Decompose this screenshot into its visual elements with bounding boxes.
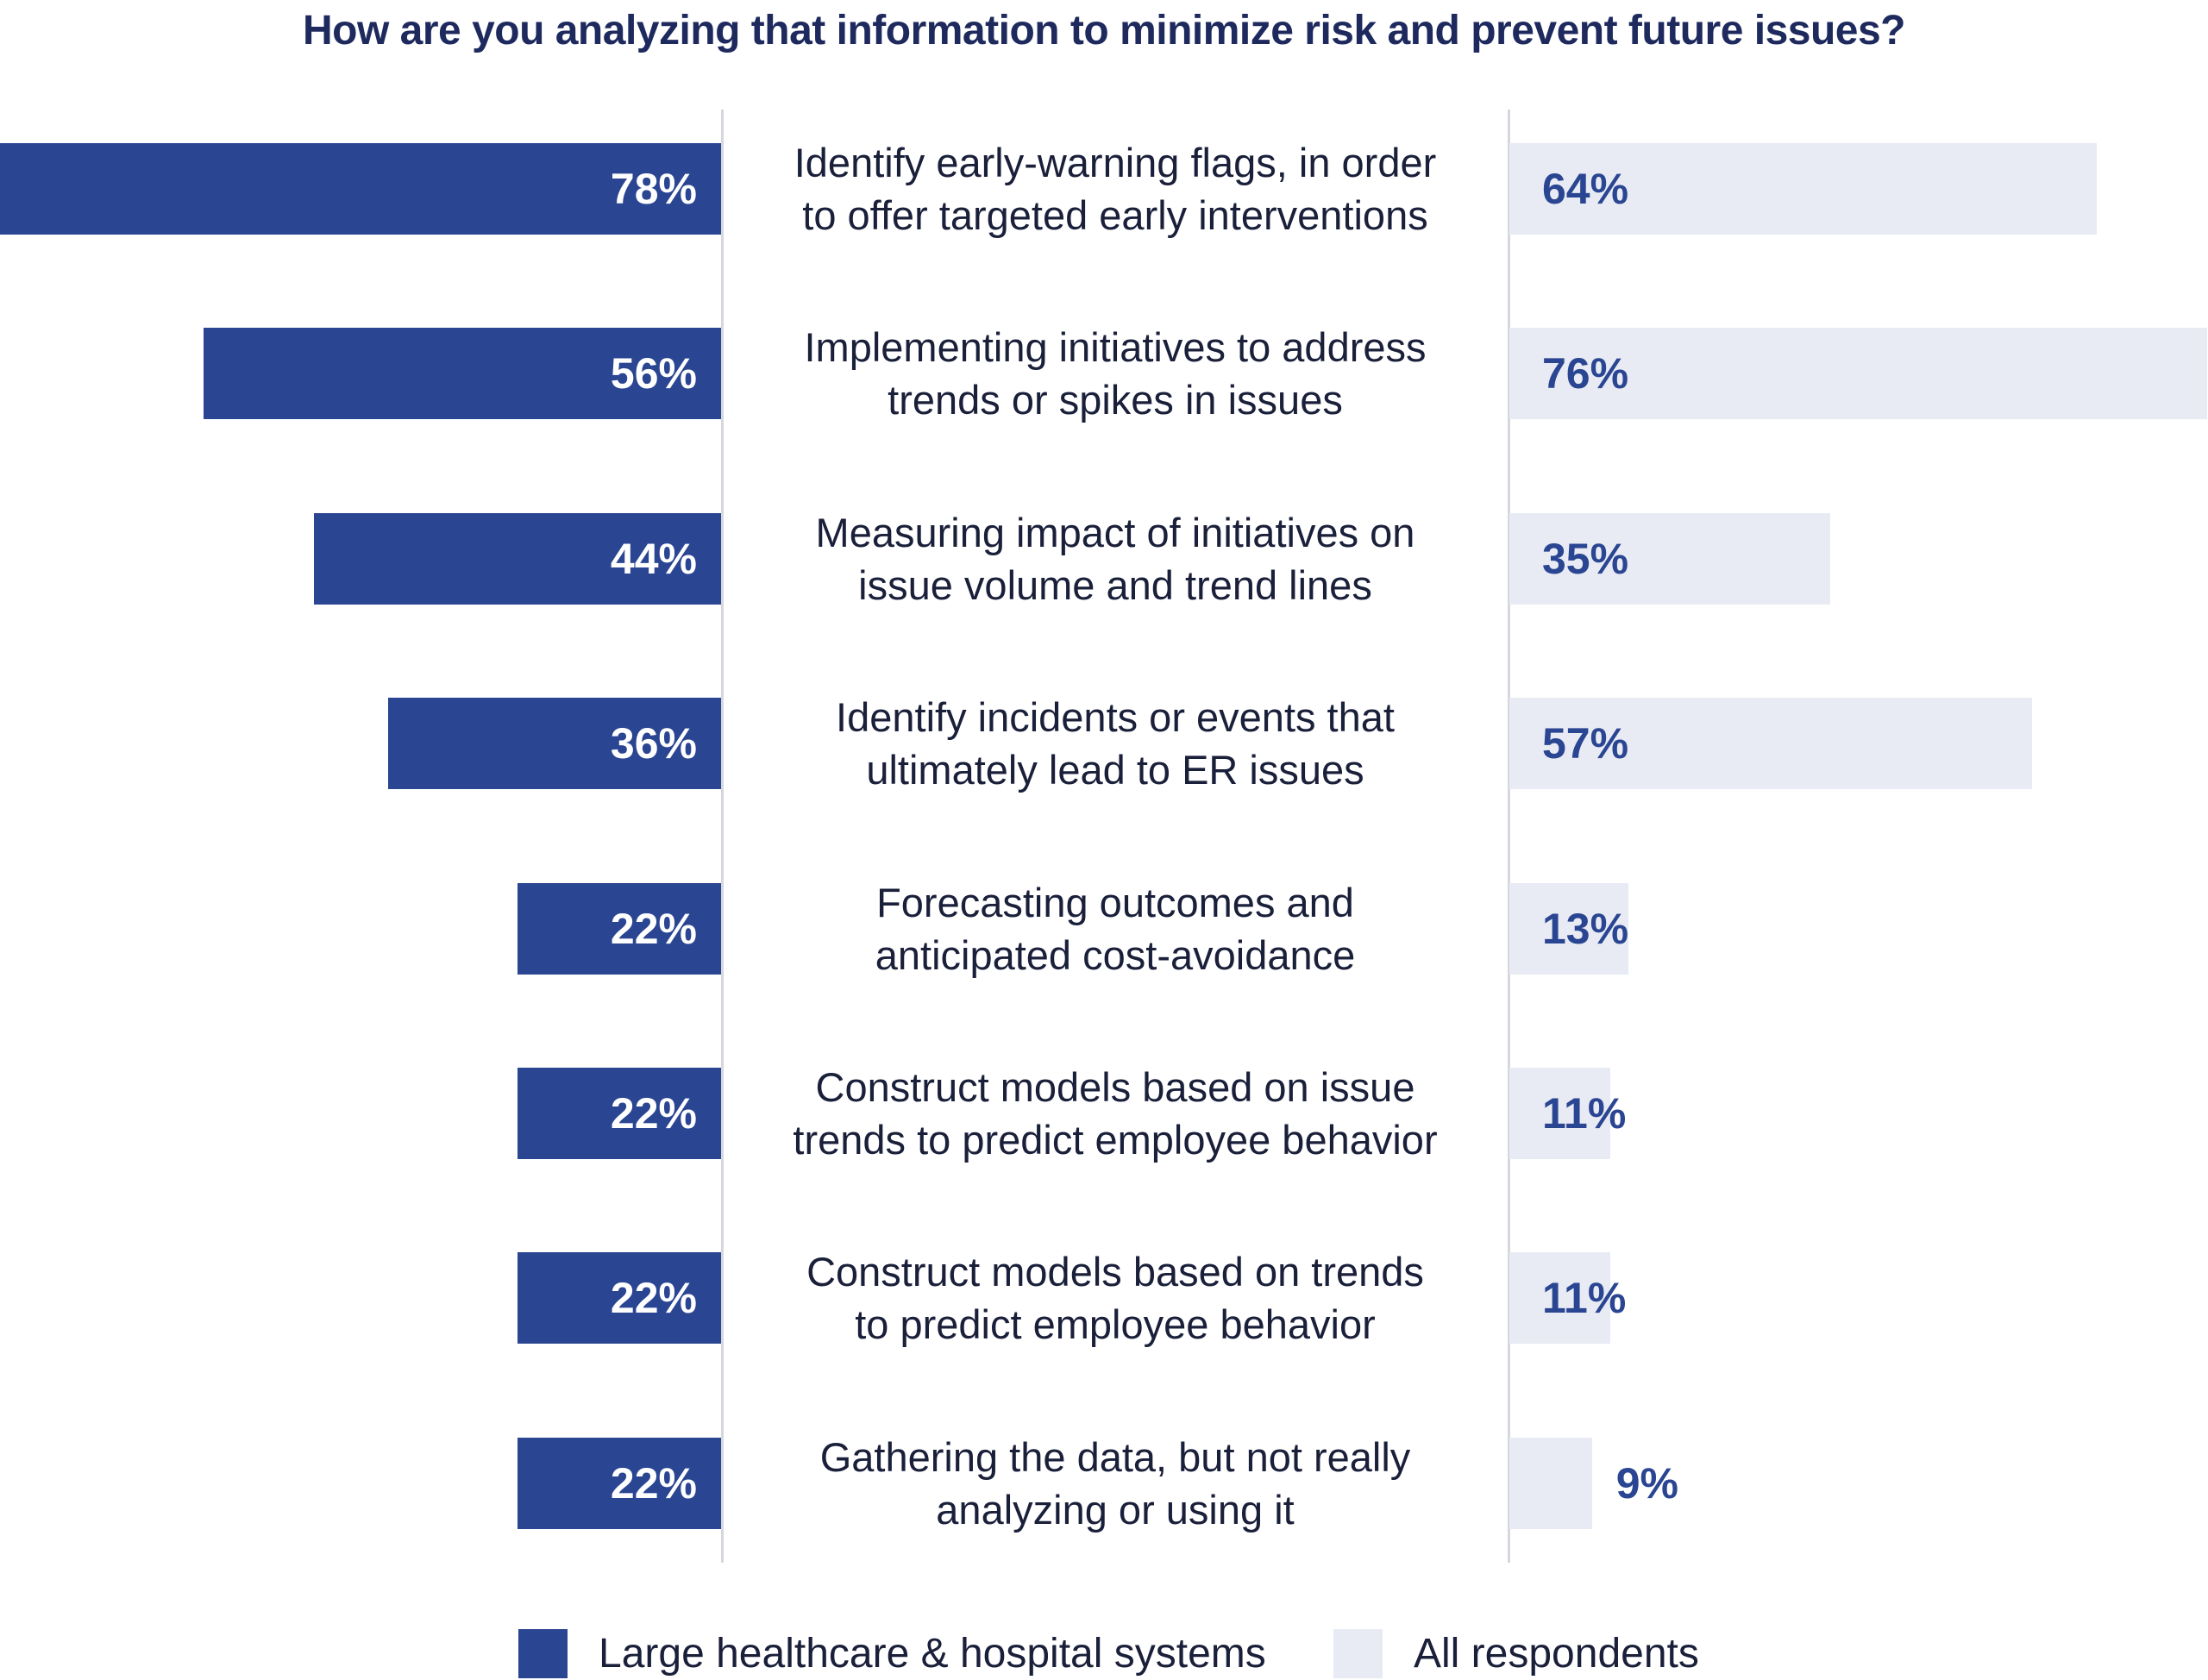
bar-all-respondents — [1509, 328, 2207, 420]
category-label: Gathering the data, but not really analyz… — [733, 1434, 1497, 1533]
bar-all-respondents — [1509, 882, 1629, 975]
bar-large-healthcare — [518, 882, 721, 975]
value-label-large-healthcare: 56% — [610, 349, 697, 398]
value-label-all-respondents: 9% — [1615, 1458, 1679, 1508]
category-label: Identify incidents or events that ultimat… — [733, 694, 1497, 793]
category-label: Forecasting outcomes and anticipated cost… — [733, 880, 1497, 978]
bar-all-respondents — [1509, 143, 2097, 235]
category-label-line: ultimately lead to ER issues — [866, 747, 1364, 793]
bar-large-healthcare — [388, 698, 721, 790]
value-label-all-respondents: 13% — [1542, 904, 1629, 953]
category-label-line: to predict employee behavior — [855, 1301, 1376, 1348]
category-label-line: Identify incidents or events that — [836, 694, 1395, 741]
legend-label-all-respondents: All respondents — [1414, 1631, 1699, 1677]
value-label-large-healthcare: 44% — [610, 534, 697, 583]
legend-swatch-large-healthcare — [518, 1629, 568, 1678]
category-label-line: Construct models based on trends — [806, 1249, 1424, 1295]
value-label-all-respondents: 35% — [1542, 534, 1629, 583]
category-label: Construct models based on issue trends to… — [733, 1064, 1497, 1163]
value-label-all-respondents: 11% — [1542, 1274, 1627, 1323]
bar-all-respondents — [1509, 1252, 1611, 1345]
value-label-large-healthcare: 22% — [610, 1274, 697, 1323]
bar-large-healthcare — [203, 328, 721, 420]
legend-swatch-all-respondents — [1333, 1629, 1383, 1678]
category-label-line: trends or spikes in issues — [888, 377, 1343, 423]
category-label-line: Measuring impact of initiatives on — [815, 509, 1415, 555]
bar-all-respondents — [1509, 1068, 1611, 1159]
bar-large-healthcare — [518, 1252, 721, 1345]
category-label-line: to offer targeted early interventions — [802, 192, 1428, 238]
value-label-large-healthcare: 22% — [610, 1089, 697, 1138]
category-label: Construct models based on trends to predi… — [733, 1249, 1497, 1347]
bar-large-healthcare — [0, 143, 721, 235]
value-label-large-healthcare: 78% — [610, 165, 697, 213]
bar-large-healthcare — [314, 512, 721, 605]
value-label-large-healthcare: 22% — [610, 1458, 697, 1508]
legend-label-large-healthcare: Large healthcare & hospital systems — [599, 1631, 1266, 1677]
category-label-line: trends to predict employee behavior — [793, 1117, 1438, 1163]
chart-title: How are you analyzing that information t… — [303, 8, 1906, 53]
category-label-line: Identify early-warning flags, in order — [794, 140, 1437, 185]
category-label: Identify early-warning flags, in order to… — [733, 140, 1497, 238]
category-label-line: analyzing or using it — [936, 1486, 1295, 1533]
category-label-line: Construct models based on issue — [815, 1064, 1415, 1110]
value-label-large-healthcare: 36% — [610, 719, 697, 768]
value-label-all-respondents: 64% — [1542, 165, 1629, 213]
value-label-all-respondents: 11% — [1542, 1089, 1627, 1138]
value-label-all-respondents: 57% — [1542, 719, 1629, 768]
value-label-all-respondents: 76% — [1542, 349, 1629, 398]
category-label-line: Forecasting outcomes and — [876, 879, 1354, 925]
category-label-line: Implementing initiatives to address — [804, 324, 1427, 371]
bar-all-respondents — [1509, 512, 1831, 605]
category-label-line: anticipated cost-avoidance — [875, 931, 1356, 978]
category-label-line: Gathering the data, but not really — [819, 1433, 1411, 1480]
right-divider — [1508, 110, 1510, 1563]
category-label: Implementing initiatives to address trend… — [733, 324, 1497, 423]
bar-all-respondents — [1509, 1437, 1592, 1529]
left-divider — [721, 110, 724, 1563]
category-label-line: issue volume and trend lines — [858, 561, 1372, 608]
bar-all-respondents — [1509, 698, 2033, 790]
bar-large-healthcare — [518, 1437, 721, 1529]
bar-large-healthcare — [518, 1068, 721, 1159]
category-label: Measuring impact of initiatives on issue … — [733, 510, 1497, 608]
value-label-large-healthcare: 22% — [610, 904, 697, 953]
